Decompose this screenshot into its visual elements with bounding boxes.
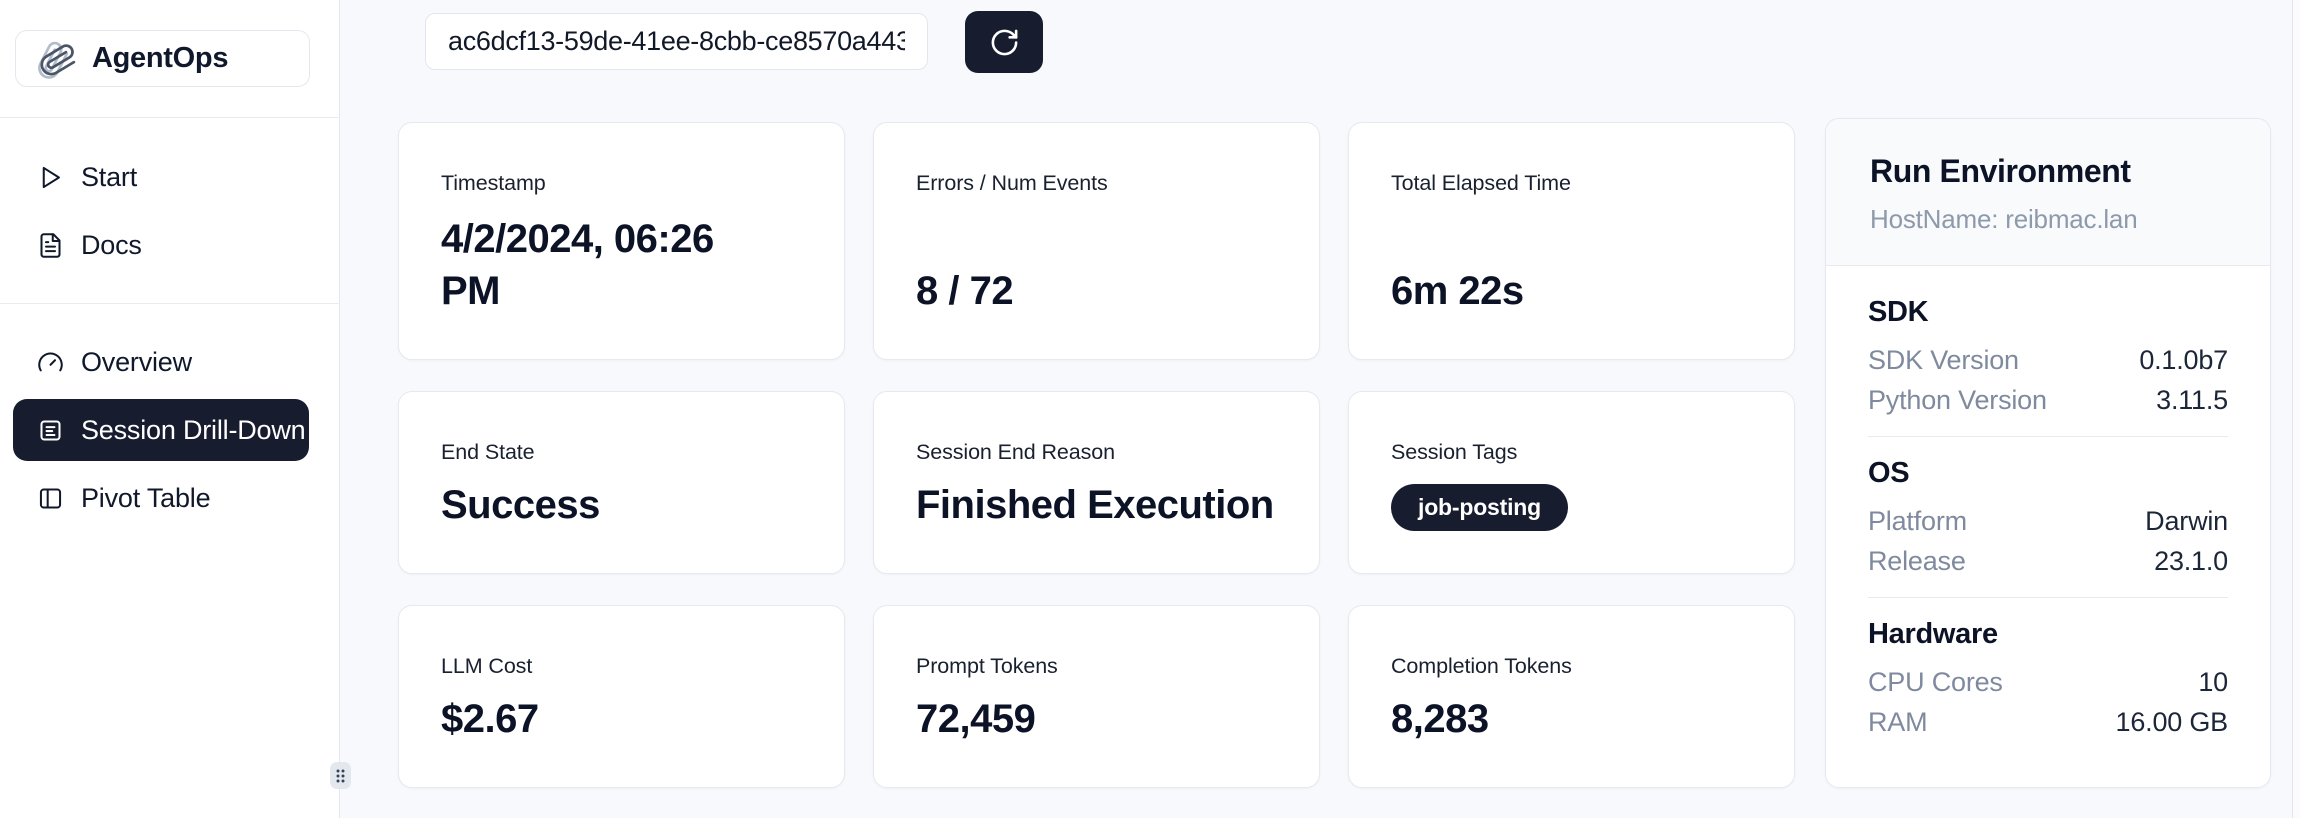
card-label: End State <box>441 440 535 464</box>
run-environment-header: Run Environment HostName: reibmac.lan <box>1826 119 2270 266</box>
sidebar-item-session-drill-down[interactable]: Session Drill-Down <box>13 399 309 461</box>
env-row-label: SDK Version <box>1868 345 2019 375</box>
env-row: Platform Darwin <box>1868 506 2228 537</box>
card-prompt-tokens: Prompt Tokens 72,459 <box>873 605 1320 788</box>
env-row-label: RAM <box>1868 707 1928 737</box>
divider <box>0 303 339 304</box>
sidebar-item-label: Start <box>81 161 138 192</box>
session-tag-badge: job-posting <box>1391 484 1568 531</box>
stats-grid: Timestamp 4/2/2024, 06:26 PM Errors / Nu… <box>398 122 1795 788</box>
card-timestamp: Timestamp 4/2/2024, 06:26 PM <box>398 122 845 360</box>
card-label: LLM Cost <box>441 654 533 678</box>
sidebar-nav-primary: Start Docs <box>0 146 339 276</box>
card-value: 6m 22s <box>1391 269 1524 313</box>
env-row-value: 10 <box>2198 667 2228 697</box>
sidebar-item-start[interactable]: Start <box>13 146 309 208</box>
pivot-layout-icon <box>39 487 62 509</box>
gauge-icon <box>38 352 63 371</box>
env-row-label: Platform <box>1868 506 1967 536</box>
sidebar: AgentOps Start Docs Overview Session Dri… <box>0 0 340 818</box>
card-value: Success <box>441 483 600 527</box>
sidebar-item-label: Overview <box>81 346 192 377</box>
sidebar-item-label: Session Drill-Down <box>81 414 306 445</box>
session-id-input[interactable] <box>425 13 928 70</box>
env-row: Python Version 3.11.5 <box>1868 385 2228 416</box>
card-llm-cost: LLM Cost $2.67 <box>398 605 845 788</box>
env-row: Release 23.1.0 <box>1868 546 2228 577</box>
section-title-os: OS <box>1868 457 1910 489</box>
logo-text: AgentOps <box>92 42 229 74</box>
hostname-text: HostName: reibmac.lan <box>1870 204 2138 234</box>
sidebar-item-overview[interactable]: Overview <box>13 331 309 393</box>
card-errors-num-events: Errors / Num Events 8 / 72 <box>873 122 1320 360</box>
env-row-label: CPU Cores <box>1868 667 2003 697</box>
card-session-end-reason: Session End Reason Finished Execution <box>873 391 1320 574</box>
card-label: Errors / Num Events <box>916 171 1108 195</box>
panel-title: Run Environment <box>1870 153 2131 189</box>
card-label: Session Tags <box>1391 440 1518 464</box>
refresh-icon <box>991 29 1017 55</box>
refresh-button[interactable] <box>965 11 1043 73</box>
env-row-value: 23.1.0 <box>2154 546 2228 576</box>
file-text-icon <box>40 232 61 258</box>
env-row-value: 3.11.5 <box>2156 385 2228 415</box>
env-row-label: Release <box>1868 546 1966 576</box>
card-label: Session End Reason <box>916 440 1115 464</box>
divider <box>0 117 339 118</box>
logo[interactable]: AgentOps <box>15 30 310 87</box>
env-row: CPU Cores 10 <box>1868 667 2228 698</box>
divider <box>1868 436 2228 437</box>
card-label: Total Elapsed Time <box>1391 171 1571 195</box>
run-environment-panel: Run Environment HostName: reibmac.lan SD… <box>1825 118 2271 788</box>
env-row: RAM 16.00 GB <box>1868 707 2228 738</box>
divider <box>1868 597 2228 598</box>
env-row-label: Python Version <box>1868 385 2047 415</box>
card-value: 72,459 <box>916 697 1036 741</box>
scrollbar[interactable] <box>2292 0 2300 818</box>
section-title-sdk: SDK <box>1868 296 1929 328</box>
card-total-elapsed-time: Total Elapsed Time 6m 22s <box>1348 122 1795 360</box>
sidebar-resize-handle[interactable] <box>330 762 351 789</box>
drag-handle-dots-icon <box>336 769 345 782</box>
card-label: Prompt Tokens <box>916 654 1058 678</box>
env-row-value: 0.1.0b7 <box>2139 345 2228 375</box>
env-row-value: Darwin <box>2145 506 2228 536</box>
sidebar-item-label: Docs <box>81 229 142 260</box>
env-row-value: 16.00 GB <box>2115 707 2229 737</box>
card-session-tags: Session Tags job-posting <box>1348 391 1795 574</box>
sidebar-item-pivot-table[interactable]: Pivot Table <box>13 467 309 529</box>
card-label: Timestamp <box>441 171 546 195</box>
paperclip-logo-icon <box>32 39 78 79</box>
card-value: 4/2/2024, 06:26 PM <box>441 217 714 313</box>
sidebar-item-docs[interactable]: Docs <box>13 214 309 276</box>
card-end-state: End State Success <box>398 391 845 574</box>
section-title-hardware: Hardware <box>1868 618 1998 650</box>
card-completion-tokens: Completion Tokens 8,283 <box>1348 605 1795 788</box>
card-label: Completion Tokens <box>1391 654 1572 678</box>
session-logs-icon <box>40 419 61 441</box>
play-icon <box>42 166 60 188</box>
card-value: 8,283 <box>1391 697 1489 741</box>
sidebar-nav-secondary: Overview Session Drill-Down Pivot Table <box>0 331 339 529</box>
sidebar-item-label: Pivot Table <box>81 482 211 513</box>
card-value: Finished Execution <box>916 483 1274 527</box>
card-value: $2.67 <box>441 697 539 741</box>
run-environment-body: SDK SDK Version 0.1.0b7 Python Version 3… <box>1826 266 2270 767</box>
env-row: SDK Version 0.1.0b7 <box>1868 345 2228 376</box>
card-value: 8 / 72 <box>916 269 1014 313</box>
